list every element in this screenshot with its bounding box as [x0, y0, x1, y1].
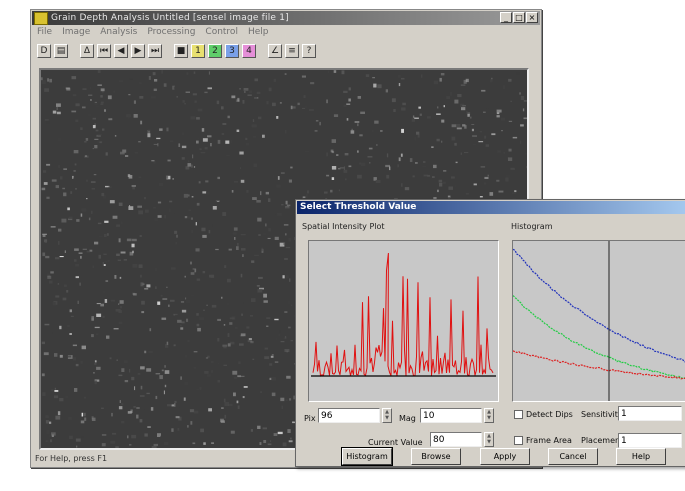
menu-control[interactable]: Control — [205, 27, 238, 37]
placement-label: Placement — [581, 436, 624, 445]
pix-spinner[interactable]: ▲ ▼ — [382, 408, 392, 423]
help-button[interactable]: Help — [616, 448, 666, 465]
channel-4-icon[interactable]: 4 — [242, 43, 256, 58]
mag-label: Mag — [399, 414, 416, 423]
cancel-button[interactable]: Cancel — [548, 448, 598, 465]
histogram-plot[interactable] — [512, 240, 685, 402]
menu-analysis[interactable]: Analysis — [100, 27, 138, 37]
dialog-title[interactable]: Select Threshold Value — [297, 201, 685, 214]
histogram-red-curve — [513, 350, 685, 380]
first-frame-icon[interactable]: ⏮ — [97, 43, 111, 58]
minimize-button[interactable]: _ — [500, 12, 512, 23]
toolbar: D ▤ Δ ⏮ ◀ ▶ ⏭ ■ 1 2 3 4 ∠ ≡ ? — [33, 42, 539, 59]
detect-dips-label: Detect Dips — [526, 410, 573, 419]
mag-field[interactable]: 10 — [420, 408, 482, 423]
current-value-label: Current Value — [368, 438, 423, 447]
maximize-button[interactable]: □ — [513, 12, 525, 23]
mag-spinner[interactable]: ▲ ▼ — [484, 408, 494, 423]
status-bar: For Help, press F1 — [35, 454, 108, 463]
frame-area-label: Frame Area — [526, 436, 572, 445]
menu-help[interactable]: Help — [247, 27, 269, 37]
histogram-chart — [513, 241, 685, 401]
edit-icon[interactable]: ∠ — [268, 43, 282, 58]
current-value-spinner[interactable]: ▲ ▼ — [484, 432, 494, 447]
apply-button[interactable]: Apply — [480, 448, 530, 465]
pix-label: Pix — [304, 414, 316, 423]
histogram-blue-curve — [513, 248, 685, 363]
menu-processing[interactable]: Processing — [147, 27, 196, 37]
spatial-intensity-plot — [308, 240, 499, 402]
main-titlebar[interactable]: Grain Depth Analysis Untitled [sensel im… — [32, 11, 540, 25]
new-file-icon[interactable]: D — [37, 43, 51, 58]
close-button[interactable]: × — [526, 12, 538, 23]
open-file-icon[interactable]: ▤ — [54, 43, 68, 58]
menu-image[interactable]: Image — [62, 27, 91, 37]
histogram-button[interactable]: Histogram — [341, 447, 393, 466]
sensitivity-label: Sensitivity — [581, 410, 623, 419]
stop-icon[interactable]: ■ — [174, 43, 188, 58]
spatial-intensity-chart — [311, 252, 496, 377]
spatial-plot-label: Spatial Intensity Plot — [302, 222, 385, 231]
spatial-intensity-line — [312, 252, 494, 377]
channel-1-icon[interactable]: 1 — [191, 43, 205, 58]
threshold-dialog: Select Threshold Value Spatial Intensity… — [295, 199, 685, 467]
menu-file[interactable]: File — [37, 27, 53, 37]
placement-field[interactable]: 1 — [618, 433, 682, 448]
channel-3-icon[interactable]: 3 — [225, 43, 239, 58]
histogram-label: Histogram — [511, 222, 553, 231]
histogram-green-curve — [513, 295, 685, 379]
previous-frame-icon[interactable]: ◀ — [114, 43, 128, 58]
current-value-field[interactable]: 80 — [430, 432, 482, 447]
window-title: Grain Depth Analysis Untitled [sensel im… — [51, 13, 289, 23]
detect-dips-checkbox[interactable] — [514, 410, 523, 419]
help-icon[interactable]: ? — [302, 43, 316, 58]
list-icon[interactable]: ≡ — [285, 43, 299, 58]
frame-area-checkbox[interactable] — [514, 436, 523, 445]
app-icon — [34, 11, 48, 25]
sensitivity-field[interactable]: 1 — [618, 406, 682, 421]
pix-field[interactable]: 96 — [318, 408, 380, 423]
next-frame-icon[interactable]: ▶ — [131, 43, 145, 58]
last-frame-icon[interactable]: ⏭ — [148, 43, 162, 58]
browse-button[interactable]: Browse — [411, 448, 461, 465]
histogram-icon[interactable]: Δ — [80, 43, 94, 58]
menu-bar: File Image Analysis Processing Control H… — [33, 27, 268, 39]
channel-2-icon[interactable]: 2 — [208, 43, 222, 58]
